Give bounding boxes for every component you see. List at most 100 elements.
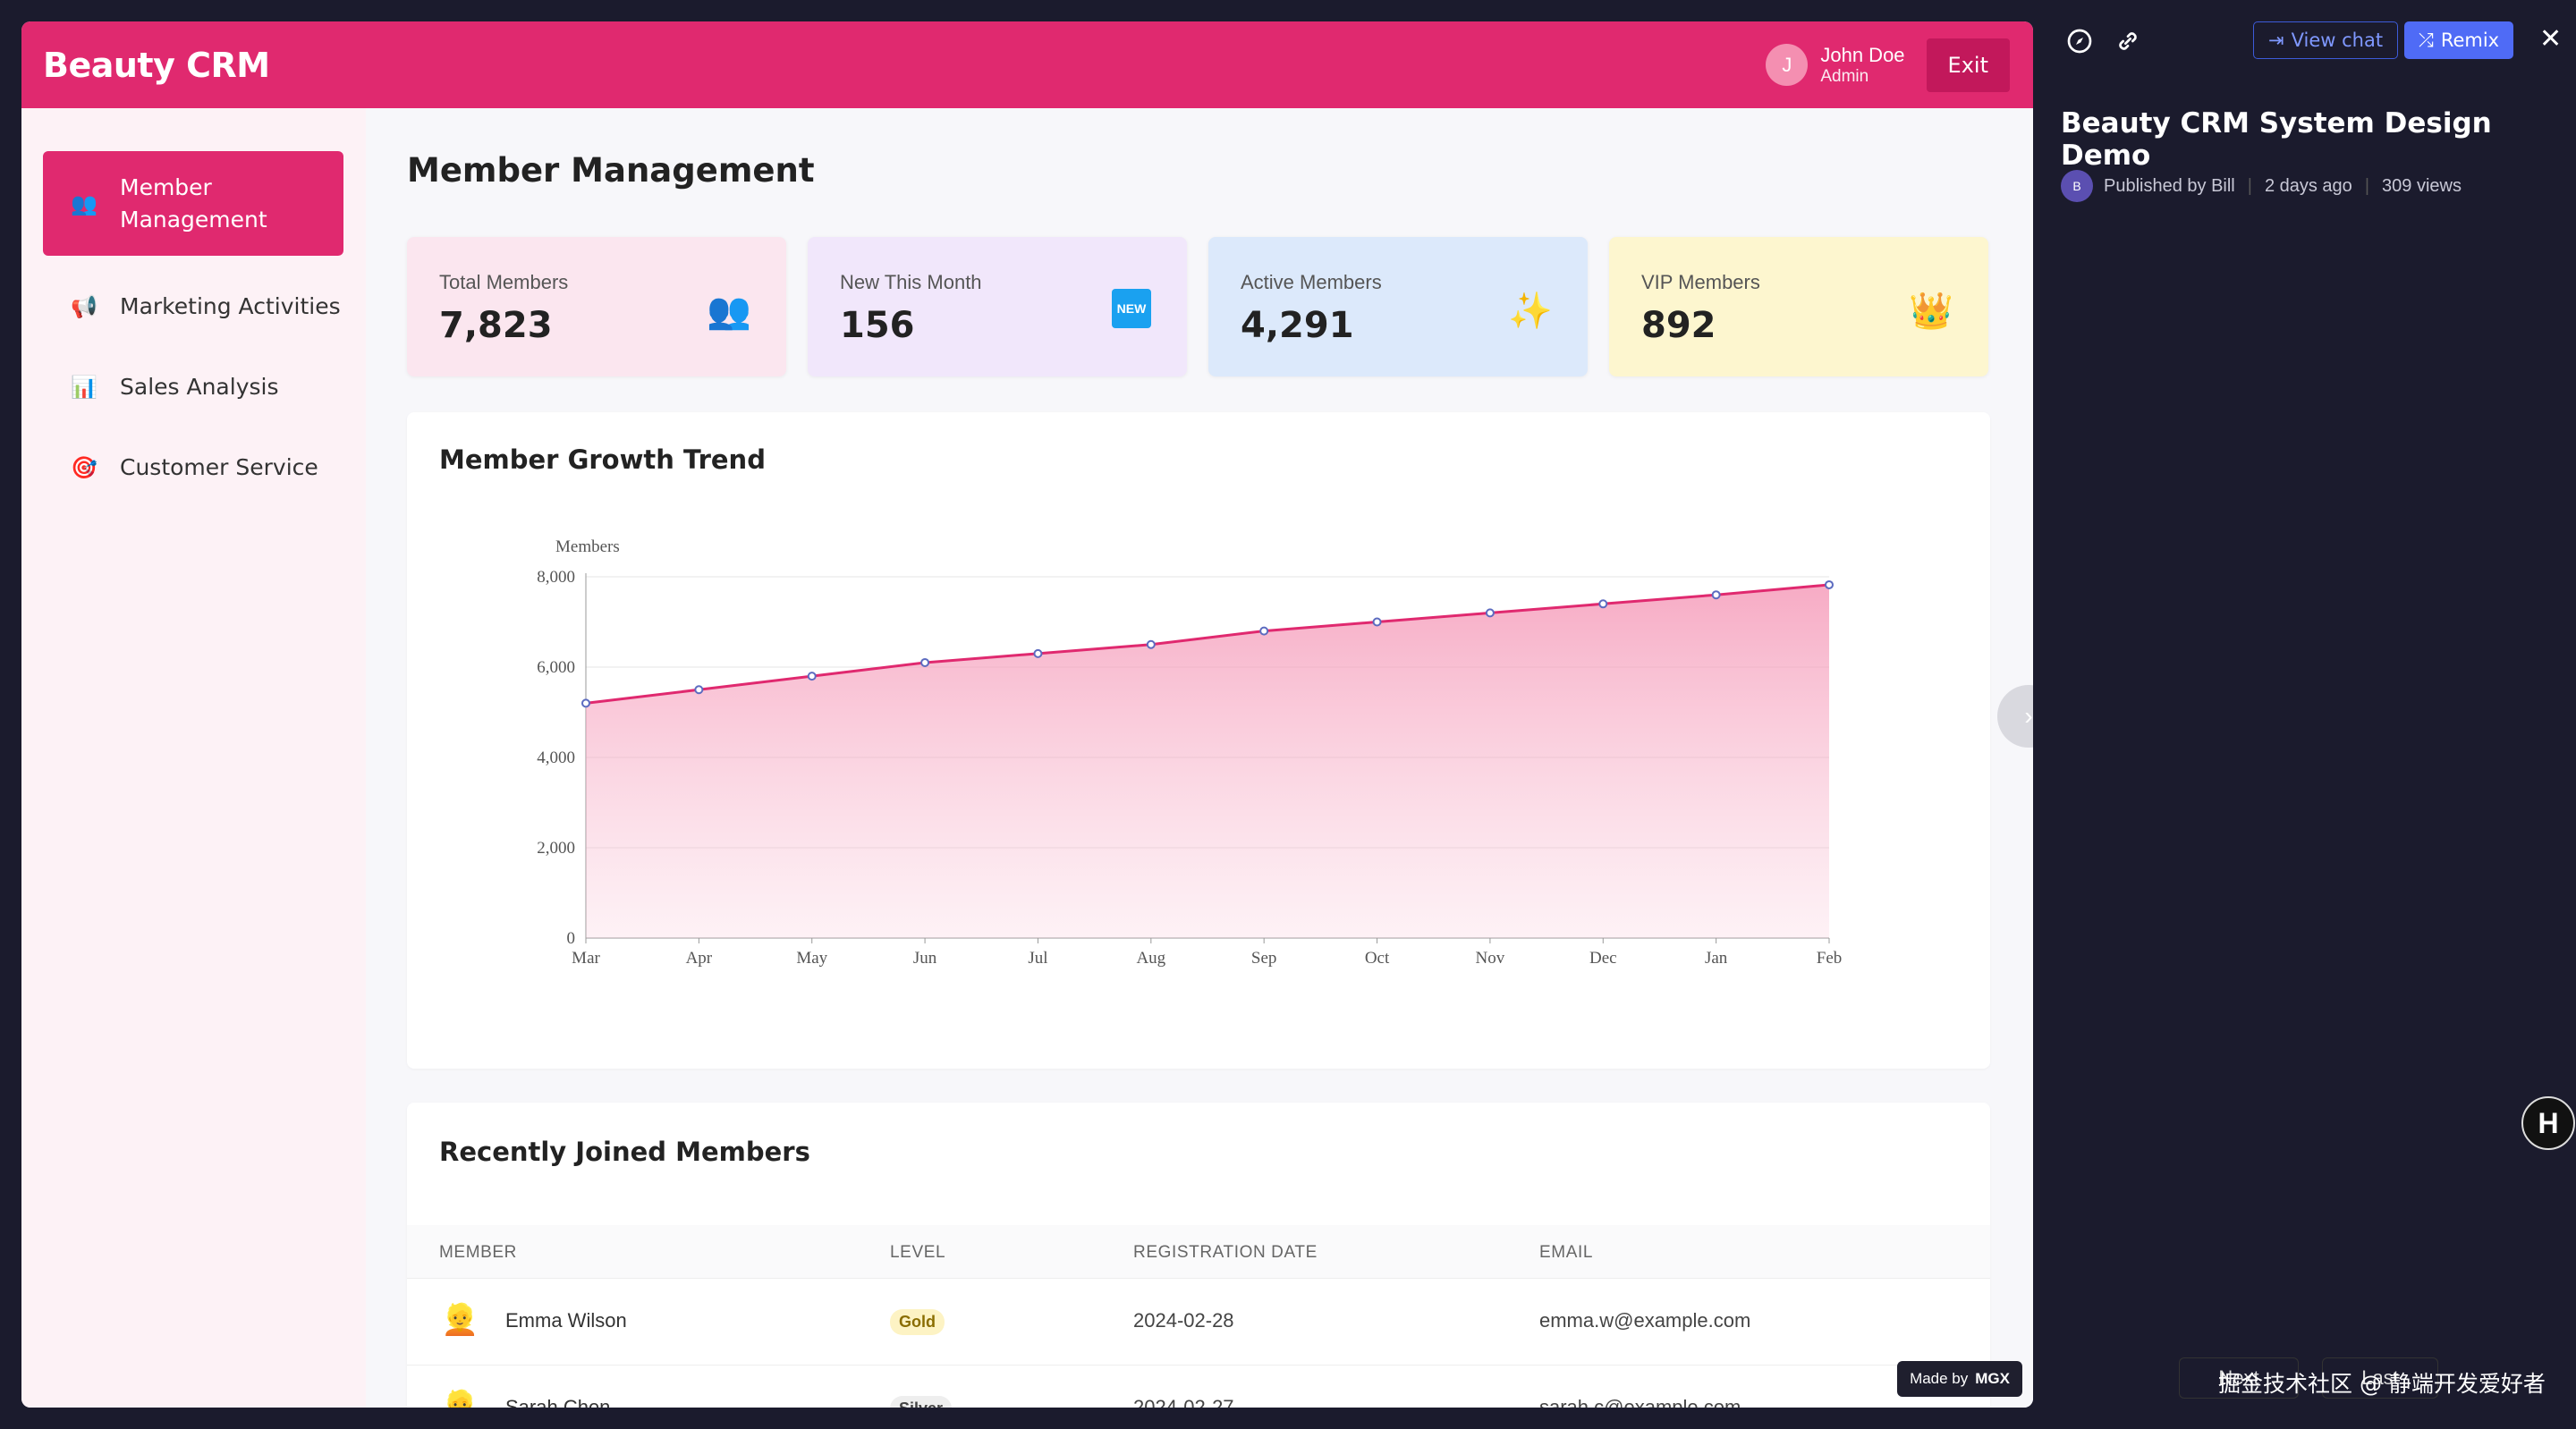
data-point	[1711, 590, 1721, 600]
y-tick-label: 0	[567, 929, 576, 948]
y-tick-label: 2,000	[537, 839, 575, 858]
panel-title: Member Growth Trend	[439, 444, 766, 475]
sidebar-item-sales-analysis[interactable]: 📊 Sales Analysis	[43, 350, 343, 425]
main-content: Member Management Total Members 7,823 👥 …	[366, 108, 2033, 1408]
member-name: Sarah Chen	[505, 1396, 611, 1408]
data-point	[581, 698, 590, 708]
x-tick-label: Jun	[913, 949, 937, 968]
made-by-label: Made by	[1910, 1370, 1969, 1387]
data-point	[920, 657, 930, 667]
stat-label: New This Month	[840, 271, 982, 293]
column-header-member: MEMBER	[439, 1243, 517, 1262]
stat-value: 4,291	[1241, 305, 1354, 346]
share-title: Beauty CRM System Design Demo	[2061, 107, 2492, 172]
author-avatar: B	[2061, 170, 2093, 202]
x-tick-label: Feb	[1817, 949, 1843, 968]
members-icon: 👥	[707, 291, 751, 331]
view-chat-icon: ⇥	[2268, 30, 2284, 51]
x-tick-label: Sep	[1251, 949, 1277, 968]
stat-value: 892	[1641, 305, 1716, 346]
view-chat-label: View chat	[2291, 30, 2384, 51]
separator: |	[2364, 175, 2370, 196]
column-header-email: EMAIL	[1539, 1243, 1594, 1262]
sidebar-item-marketing-activities[interactable]: 📢 Marketing Activities	[43, 269, 343, 344]
data-point	[1033, 648, 1043, 658]
stat-value: 7,823	[439, 305, 553, 346]
mgx-logo: MGX	[1975, 1370, 2010, 1387]
panel-title: Recently Joined Members	[439, 1137, 810, 1167]
y-tick-label: 6,000	[537, 658, 575, 677]
sidebar-item-label: Customer Service	[120, 454, 318, 480]
stat-label: Total Members	[439, 271, 569, 293]
close-icon[interactable]: ✕	[2539, 24, 2563, 54]
sidebar-item-label: Marketing Activities	[120, 293, 341, 319]
members-icon: 👥	[71, 190, 97, 216]
data-point	[1598, 599, 1608, 609]
member-email: emma.w@example.com	[1539, 1309, 1751, 1332]
user-name: John Doe	[1820, 43, 1905, 66]
link-icon[interactable]	[2114, 27, 2142, 55]
registration-date: 2024-02-28	[1133, 1309, 1234, 1332]
sparkles-icon: ✨	[1508, 291, 1553, 331]
table-row[interactable]: 👱 Emma Wilson Gold 2024-02-28 emma.w@exa…	[407, 1279, 1990, 1366]
view-count: 309 views	[2382, 175, 2462, 196]
last-label: Last	[2361, 1366, 2399, 1389]
column-header-level: LEVEL	[890, 1243, 946, 1262]
stat-card-total-members: Total Members 7,823 👥	[407, 237, 786, 376]
made-by-badge[interactable]: Made by MGX	[1897, 1361, 2022, 1397]
watermark-text: 掘金技术社区 @ 静端开发爱好者	[2218, 1371, 2546, 1397]
x-tick-label: Apr	[686, 949, 713, 968]
recent-members-panel: Recently Joined Members MEMBER LEVEL REG…	[407, 1103, 1990, 1408]
sidebar-item-customer-service[interactable]: 🎯 Customer Service	[43, 430, 343, 505]
registration-date: 2024-02-27	[1133, 1396, 1234, 1408]
growth-chart: Members 0 2,000 4,000 6,000 8,000 Mar Apr May J…	[537, 537, 1843, 968]
user-role: Admin	[1820, 66, 1869, 86]
x-tick-label: Dec	[1589, 949, 1617, 968]
growth-chart-panel: Member Growth Trend Members 0 2,000 4,000 6…	[407, 412, 1990, 1069]
sidebar-item-label: Member Management	[120, 173, 267, 233]
crown-icon: 👑	[1909, 291, 1953, 331]
data-point	[807, 672, 817, 681]
y-tick-label: 8,000	[537, 568, 575, 587]
area-fill	[586, 584, 1829, 938]
stat-value: 156	[840, 305, 915, 346]
avatar[interactable]: J	[1766, 44, 1809, 86]
h-logo-button[interactable]: H	[2521, 1096, 2575, 1150]
last-button[interactable]: Last	[2322, 1357, 2438, 1399]
level-badge: Gold	[890, 1309, 945, 1335]
time-ago: 2 days ago	[2264, 175, 2352, 196]
separator: |	[2247, 175, 2252, 196]
member-name: Emma Wilson	[505, 1309, 627, 1332]
data-point	[1259, 626, 1269, 636]
remix-label: Remix	[2440, 30, 2500, 51]
table-row[interactable]: 👱 Sarah Chen Silver 2024-02-27 sarah.c@e…	[407, 1366, 1990, 1408]
member-avatar: 👱	[441, 1390, 479, 1408]
x-tick-label: Mar	[572, 949, 600, 968]
data-point	[1146, 639, 1156, 649]
user-info: John Doe Admin	[1820, 44, 1904, 87]
exit-button[interactable]: Exit	[1926, 38, 2010, 92]
member-avatar: 👱	[441, 1303, 479, 1337]
stat-card-vip-members: VIP Members 892 👑	[1609, 237, 1988, 376]
data-point	[694, 685, 704, 695]
x-tick-label: Oct	[1365, 949, 1390, 968]
data-point	[1485, 608, 1495, 618]
stat-card-active-members: Active Members 4,291 ✨	[1208, 237, 1588, 376]
published-by: Published by Bill	[2104, 175, 2235, 196]
y-axis-label: Members	[555, 537, 620, 556]
next-button[interactable]: Next	[2179, 1357, 2299, 1399]
data-point	[1825, 579, 1834, 589]
sidebar-item-member-management[interactable]: 👥 Member Management	[43, 151, 343, 256]
new-badge-icon: NEW	[1112, 289, 1151, 328]
next-label: Next	[2218, 1366, 2259, 1389]
series-line	[585, 583, 1830, 705]
x-tick-label: Aug	[1136, 949, 1165, 968]
page-title: Member Management	[407, 151, 815, 190]
sidebar: 👥 Member Management 📢 Marketing Activiti…	[21, 108, 366, 1408]
remix-button[interactable]: ⤮ Remix	[2404, 21, 2514, 59]
view-chat-button[interactable]: ⇥ View chat	[2253, 21, 2399, 59]
app-header: Beauty CRM J John Doe Admin Exit	[21, 21, 2033, 108]
stat-label: Active Members	[1241, 271, 1382, 293]
member-email: sarah.c@example.com	[1539, 1396, 1741, 1408]
compass-icon[interactable]	[2065, 27, 2094, 55]
